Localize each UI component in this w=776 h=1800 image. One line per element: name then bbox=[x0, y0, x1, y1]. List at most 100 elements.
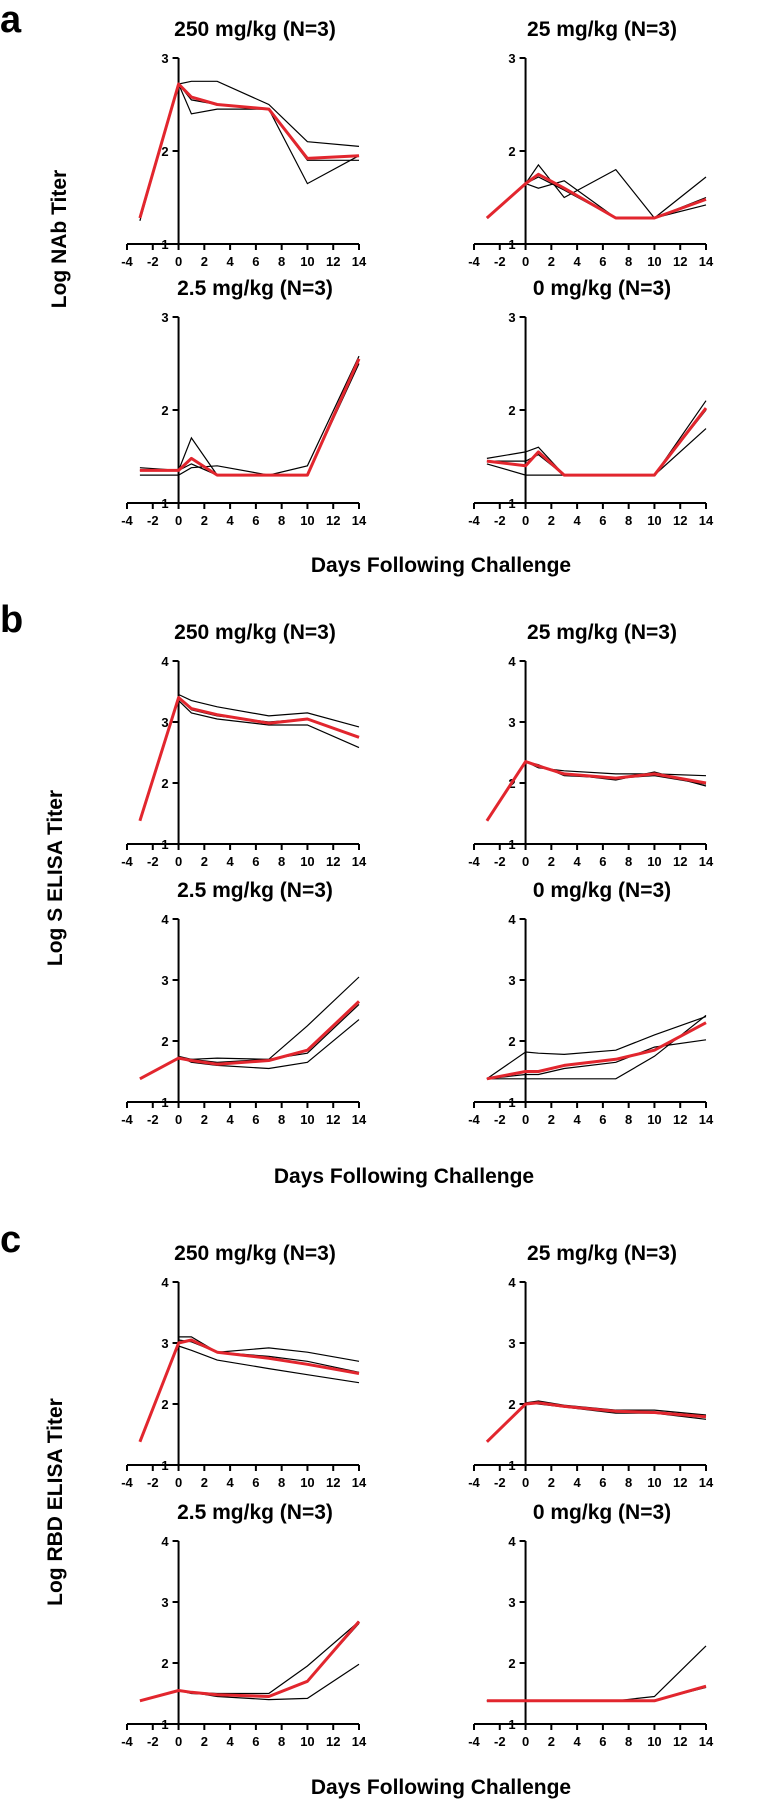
x-tick-label: -2 bbox=[494, 1112, 506, 1127]
x-tick-label: 6 bbox=[252, 1734, 259, 1749]
x-tick-label: 10 bbox=[647, 513, 661, 528]
x-tick-label: 10 bbox=[647, 254, 661, 269]
x-tick-label: 8 bbox=[278, 1112, 285, 1127]
x-tick-label: 6 bbox=[599, 1734, 606, 1749]
x-tick-label: 12 bbox=[326, 513, 340, 528]
x-tick-label: -4 bbox=[468, 254, 480, 269]
series-line-animal-2 bbox=[486, 1014, 707, 1080]
x-tick-label: 4 bbox=[226, 1112, 234, 1127]
series-line-mean bbox=[138, 82, 360, 219]
series-line-animal-3 bbox=[486, 1039, 707, 1080]
series-line-animal-1 bbox=[178, 693, 360, 728]
x-tick-label: -4 bbox=[121, 1112, 133, 1127]
x-tick-label: 2 bbox=[548, 254, 555, 269]
x-tick-label: 0 bbox=[175, 1475, 182, 1490]
x-tick-label: 0 bbox=[522, 1112, 529, 1127]
chart-title: 2.5 mg/kg (N=3) bbox=[177, 879, 333, 902]
chart-title: 0 mg/kg (N=3) bbox=[533, 1501, 671, 1524]
series-line-mean bbox=[486, 1021, 707, 1081]
x-tick-label: 12 bbox=[326, 1112, 340, 1127]
x-tick-label: 8 bbox=[625, 1475, 632, 1490]
y-tick-label: 4 bbox=[508, 1275, 516, 1290]
x-tick-label: 8 bbox=[625, 1734, 632, 1749]
x-tick-label: 2 bbox=[548, 854, 555, 869]
x-tick-label: -2 bbox=[147, 1734, 159, 1749]
y-tick-label: 1 bbox=[161, 1095, 168, 1110]
x-tick-label: 4 bbox=[573, 513, 581, 528]
y-tick-label: 3 bbox=[161, 1595, 168, 1610]
y-tick-label: 2 bbox=[161, 1034, 168, 1049]
x-tick-label: 0 bbox=[522, 1475, 529, 1490]
x-tick-label: 6 bbox=[252, 513, 259, 528]
x-tick-label: 10 bbox=[647, 1734, 661, 1749]
x-tick-label: 14 bbox=[352, 1112, 367, 1127]
x-tick-label: 10 bbox=[300, 513, 314, 528]
x-tick-label: -2 bbox=[494, 854, 506, 869]
x-tick-label: 12 bbox=[673, 854, 687, 869]
y-tick-label: 1 bbox=[508, 496, 515, 511]
y-tick-label: 3 bbox=[161, 1336, 168, 1351]
x-tick-label: 4 bbox=[573, 854, 581, 869]
x-tick-label: 14 bbox=[352, 1475, 367, 1490]
x-tick-label: 2 bbox=[201, 854, 208, 869]
x-tick-label: 0 bbox=[522, 1734, 529, 1749]
chart-title: 2.5 mg/kg (N=3) bbox=[177, 1501, 333, 1524]
x-tick-label: -2 bbox=[147, 1112, 159, 1127]
y-tick-label: 4 bbox=[161, 912, 169, 927]
y-axis-label-c: Log RBD ELISA Titer bbox=[44, 1398, 67, 1606]
x-tick-label: 4 bbox=[226, 854, 234, 869]
x-tick-label: 14 bbox=[699, 1475, 714, 1490]
y-axis-label-a: Log NAb Titer bbox=[48, 170, 71, 308]
chart-title: 0 mg/kg (N=3) bbox=[533, 879, 671, 902]
x-tick-label: 2 bbox=[548, 1475, 555, 1490]
y-tick-label: 1 bbox=[161, 837, 168, 852]
y-tick-label: 3 bbox=[508, 715, 515, 730]
x-tick-label: 8 bbox=[625, 513, 632, 528]
x-tick-label: 14 bbox=[352, 1734, 367, 1749]
series-line-mean bbox=[485, 760, 707, 822]
x-tick-label: 12 bbox=[673, 1734, 687, 1749]
x-tick-label: 14 bbox=[699, 1112, 714, 1127]
y-tick-label: 1 bbox=[508, 1095, 515, 1110]
series-line-mean bbox=[139, 1620, 361, 1703]
x-tick-label: 4 bbox=[226, 254, 234, 269]
x-tick-label: 14 bbox=[699, 513, 714, 528]
series-line-animal-3 bbox=[178, 1003, 360, 1063]
x-tick-label: -4 bbox=[468, 513, 480, 528]
series-line-mean bbox=[138, 1338, 360, 1443]
x-tick-label: 4 bbox=[573, 1475, 581, 1490]
x-tick-label: 6 bbox=[252, 854, 259, 869]
y-tick-label: 3 bbox=[508, 1336, 515, 1351]
x-tick-label: -2 bbox=[147, 854, 159, 869]
x-tick-label: -2 bbox=[494, 254, 506, 269]
y-tick-label: 2 bbox=[161, 1397, 168, 1412]
x-tick-label: -4 bbox=[468, 1734, 480, 1749]
x-tick-label: 12 bbox=[326, 1734, 340, 1749]
x-axis-label-c: Days Following Challenge bbox=[311, 1776, 571, 1799]
x-tick-label: 8 bbox=[278, 254, 285, 269]
x-tick-label: 10 bbox=[300, 1112, 314, 1127]
x-axis-label-a: Days Following Challenge bbox=[311, 554, 571, 577]
x-tick-label: -2 bbox=[494, 1734, 506, 1749]
chart-title: 250 mg/kg (N=3) bbox=[174, 1242, 336, 1265]
x-tick-label: -4 bbox=[468, 1475, 480, 1490]
x-tick-label: 2 bbox=[201, 254, 208, 269]
x-tick-label: 0 bbox=[175, 254, 182, 269]
y-tick-label: 1 bbox=[161, 1717, 168, 1732]
chart-title: 250 mg/kg (N=3) bbox=[174, 621, 336, 644]
x-tick-label: 14 bbox=[699, 254, 714, 269]
series-line-animal-3 bbox=[139, 358, 360, 476]
x-tick-label: 0 bbox=[175, 854, 182, 869]
x-tick-label: 8 bbox=[625, 254, 632, 269]
x-tick-label: 14 bbox=[352, 254, 367, 269]
x-tick-label: 6 bbox=[599, 854, 606, 869]
y-tick-label: 1 bbox=[508, 237, 515, 252]
x-tick-label: 10 bbox=[300, 854, 314, 869]
series-line-mean bbox=[138, 696, 360, 822]
